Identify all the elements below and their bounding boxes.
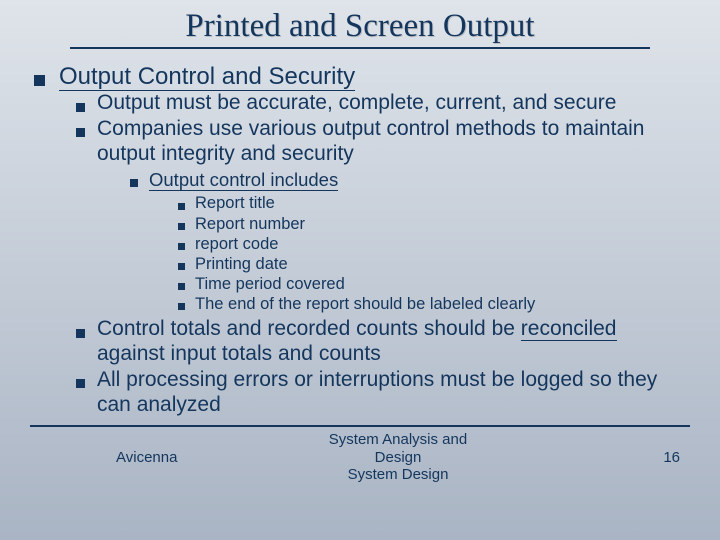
- list-item: Output control includes: [130, 169, 690, 191]
- section-heading-row: Output Control and Security: [34, 63, 690, 91]
- slide: Printed and Screen Output Output Control…: [0, 0, 720, 540]
- bullet-text: The end of the report should be labeled …: [195, 294, 690, 314]
- bullet-icon: [178, 283, 185, 290]
- list-item: Companies use various output control met…: [76, 117, 690, 167]
- bullet-text: Report title: [195, 193, 690, 213]
- list-item: Time period covered: [178, 274, 690, 294]
- bullet-text: Output control includes: [149, 169, 690, 191]
- list-item: Report title: [178, 193, 690, 213]
- list-item: report code: [178, 234, 690, 254]
- bullet-text: Control totals and recorded counts shoul…: [97, 317, 690, 367]
- bullet-icon: [178, 243, 185, 250]
- bullet-icon: [178, 263, 185, 270]
- bullet-icon: [76, 379, 85, 388]
- slide-number: 16: [492, 449, 684, 466]
- bullet-text: Time period covered: [195, 274, 690, 294]
- list-item: Control totals and recorded counts shoul…: [76, 317, 690, 367]
- list-item: The end of the report should be labeled …: [178, 294, 690, 314]
- bullet-text: report code: [195, 234, 690, 254]
- bullet-icon: [130, 179, 138, 187]
- list-item: Report number: [178, 214, 690, 234]
- bullet-text: Printing date: [195, 254, 690, 274]
- bullet-icon: [34, 75, 45, 86]
- bullet-icon: [178, 203, 185, 210]
- footer-author: Avicenna: [36, 449, 304, 466]
- bullet-icon: [178, 223, 185, 230]
- bullet-text: Output must be accurate, complete, curre…: [97, 91, 690, 116]
- bullet-text: All processing errors or interruptions m…: [97, 368, 690, 418]
- footer: Avicenna System Analysis and Design Syst…: [30, 431, 690, 483]
- list-item: Output must be accurate, complete, curre…: [76, 91, 690, 116]
- bullet-text: Companies use various output control met…: [97, 117, 690, 167]
- slide-title: Printed and Screen Output: [70, 8, 651, 49]
- bullet-icon: [76, 128, 85, 137]
- bullet-icon: [76, 103, 85, 112]
- footer-course: System Analysis and Design System Design: [304, 431, 492, 483]
- list-item: Printing date: [178, 254, 690, 274]
- section-heading: Output Control and Security: [59, 63, 690, 91]
- list-item: All processing errors or interruptions m…: [76, 368, 690, 418]
- bullet-icon: [178, 303, 185, 310]
- bullet-text: Report number: [195, 214, 690, 234]
- bullet-icon: [76, 329, 85, 338]
- footer-divider: [30, 425, 690, 427]
